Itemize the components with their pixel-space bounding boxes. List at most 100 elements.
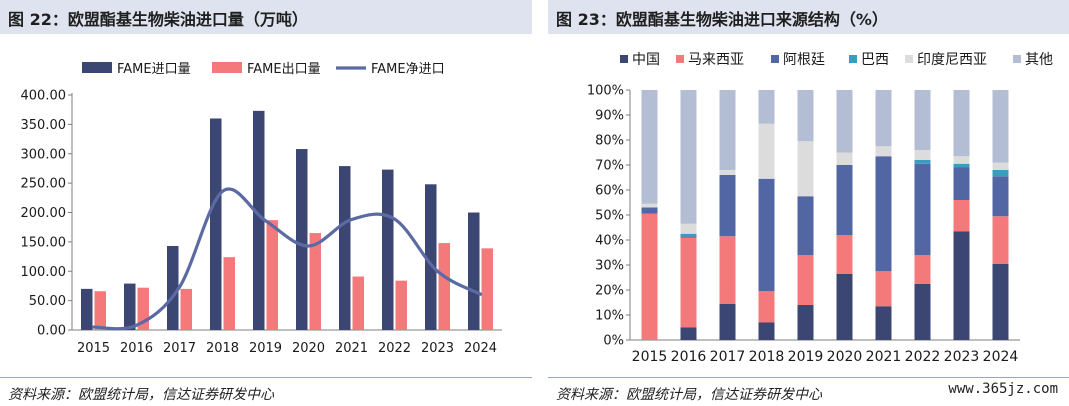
left-y-tick-label: 100.00	[21, 265, 67, 280]
legend-net-label: FAME净进口	[371, 62, 445, 77]
stack-segment-argentina	[875, 156, 892, 272]
right-source-note: 资料来源：欧盟统计局，信达证券研发中心	[556, 387, 822, 403]
stack-segment-other	[992, 90, 1009, 163]
right-bottom-divider	[548, 377, 1069, 378]
legend-indonesia-label: 印度尼西亚	[917, 52, 987, 68]
export-bar	[266, 220, 278, 330]
legend-other-swatch	[1013, 55, 1021, 63]
stack-segment-malaysia	[719, 236, 736, 304]
legend-argentina-label: 阿根廷	[783, 52, 825, 68]
right-x-tick-label: 2018	[749, 349, 785, 365]
right-x-tick-label: 2023	[944, 349, 980, 365]
import-bar	[167, 245, 179, 330]
legend-malaysia-swatch	[676, 55, 684, 63]
stack-segment-other	[797, 90, 814, 142]
left-y-tick-label: 400.00	[21, 89, 67, 104]
left-title-bar: 图 22：欧盟酯基生物柴油进口量（万吨）	[0, 0, 532, 34]
stack-segment-brazil	[914, 160, 931, 164]
stack-segment-china	[914, 283, 931, 340]
legend-import-swatch	[82, 62, 112, 73]
stack-segment-argentina	[992, 176, 1009, 217]
left-x-tick-label: 2021	[335, 341, 368, 356]
export-bar	[223, 257, 235, 330]
stack-segment-argentina	[680, 236, 697, 238]
stack-segment-brazil	[992, 170, 1009, 177]
right-chart-svg: 0%10%20%30%40%50%60%70%80%90%100%2015 201…	[587, 52, 1053, 365]
legend-other-label: 其他	[1025, 52, 1053, 68]
stack-segment-china	[992, 263, 1009, 340]
stack-segment-indonesia	[914, 150, 931, 160]
left-x-tick-label: 2023	[421, 341, 454, 356]
right-y-tick-label: 90%	[595, 109, 624, 124]
stack-segment-malaysia	[992, 216, 1009, 264]
legend-china-label: 中国	[632, 52, 660, 68]
right-x-tick-label: 2019	[788, 349, 824, 365]
right-x-tick-label: 2020	[827, 349, 863, 365]
stack-segment-malaysia	[914, 255, 931, 284]
left-chart-title: 图 22：欧盟酯基生物柴油进口量（万吨）	[8, 10, 308, 29]
stack-segment-argentina	[758, 178, 775, 292]
right-y-tick-label: 10%	[595, 309, 624, 324]
stack-segment-china	[758, 322, 775, 340]
export-bar	[309, 233, 321, 330]
stack-segment-other	[875, 90, 892, 147]
import-bar	[339, 166, 351, 330]
export-bar	[180, 288, 192, 330]
left-chart-panel: 图 22：欧盟酯基生物柴油进口量（万吨） 0.00 50.00 100.00 150.…	[0, 0, 532, 406]
right-x-tick-label: 2016	[671, 349, 707, 365]
stack-segment-argentina	[914, 163, 931, 255]
stack-segment-argentina	[836, 165, 853, 235]
legend-export-swatch	[212, 62, 242, 73]
legend-malaysia-label: 马来西亚	[688, 52, 744, 68]
stack-segment-indonesia	[719, 170, 736, 175]
stack-segment-malaysia	[875, 271, 892, 307]
stack-segment-other	[914, 90, 931, 150]
import-bar	[296, 149, 308, 330]
right-y-tick-label: 80%	[595, 134, 624, 149]
stack-segment-china	[836, 273, 853, 340]
stack-segment-argentina	[953, 167, 970, 200]
legend-brazil-label: 巴西	[861, 52, 889, 68]
stack-segment-other	[680, 90, 697, 224]
right-y-tick-label: 60%	[595, 184, 624, 199]
stack-segment-indonesia	[992, 162, 1009, 170]
left-chart-svg: 0.00 50.00 100.00 150.00 200.00 250.00 300.00 3…	[21, 62, 502, 356]
net-import-line	[91, 187, 483, 331]
stack-segment-indonesia	[641, 203, 658, 208]
stack-segment-indonesia	[680, 223, 697, 234]
stack-segment-china	[953, 231, 970, 340]
left-y-tick-label: 0.00	[37, 324, 66, 339]
export-bar	[94, 291, 106, 330]
stack-segment-other	[836, 90, 853, 153]
stack-segment-indonesia	[953, 156, 970, 164]
export-bar	[352, 276, 364, 330]
right-chart-panel: 图 23：欧盟酯基生物柴油进口来源结构（%） 0% 10% 20% 30% 40% 50%…	[548, 0, 1069, 406]
right-y-tick-label: 30%	[595, 259, 624, 274]
stack-segment-argentina	[719, 175, 736, 237]
stack-segment-argentina	[641, 207, 658, 214]
stack-segment-malaysia	[836, 235, 853, 274]
right-x-tick-label: 2022	[905, 349, 941, 365]
left-y-tick-label: 150.00	[21, 235, 67, 250]
stack-segment-china	[719, 303, 736, 340]
right-y-tick-label: 0%	[603, 334, 624, 349]
stack-segment-malaysia	[758, 291, 775, 323]
legend-export-label: FAME出口量	[247, 62, 321, 77]
import-bar	[253, 110, 265, 330]
left-x-tick-label: 2022	[378, 341, 411, 356]
right-x-tick-label: 2017	[710, 349, 746, 365]
stack-segment-indonesia	[797, 141, 814, 197]
export-bar	[481, 248, 493, 330]
legend-brazil-swatch	[849, 55, 857, 63]
import-bar	[124, 283, 136, 330]
right-x-tick-label: 2015	[632, 349, 668, 365]
import-bar	[468, 212, 480, 330]
legend-indonesia-swatch	[905, 55, 913, 63]
left-x-tick-label: 2016	[120, 341, 153, 356]
legend-argentina-swatch	[771, 55, 779, 63]
stack-segment-china	[797, 305, 814, 340]
import-bar	[425, 184, 437, 330]
stack-segment-indonesia	[758, 123, 775, 179]
left-x-tick-label: 2017	[163, 341, 196, 356]
right-x-tick-label: 2021	[866, 349, 902, 365]
